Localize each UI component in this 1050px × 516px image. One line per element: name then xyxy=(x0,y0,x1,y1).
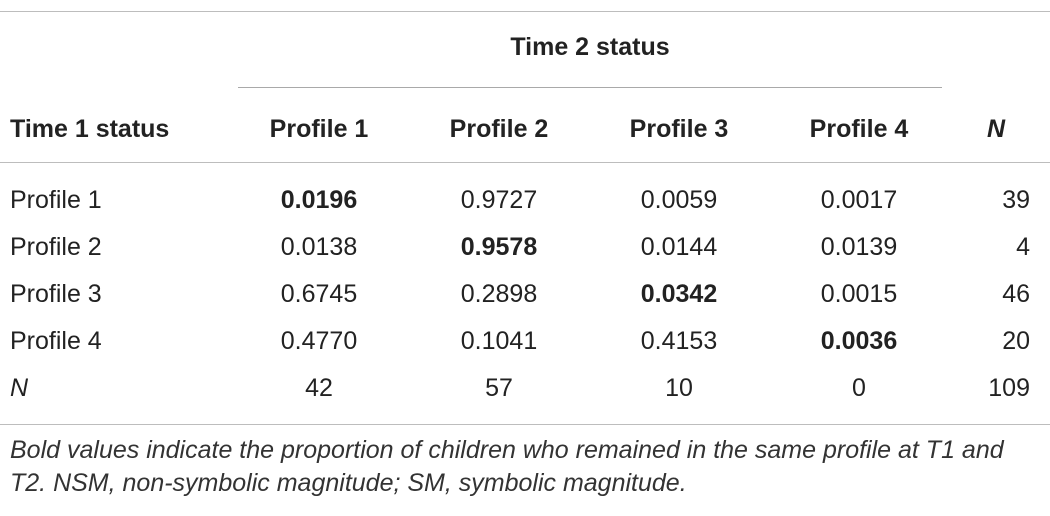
table-cell: 4 xyxy=(1016,233,1030,261)
group-header-rule xyxy=(238,87,942,88)
table-cell: 0.0059 xyxy=(640,186,718,214)
row-label-profile-1: Profile 1 xyxy=(10,186,102,214)
table-cell: 39 xyxy=(1002,186,1030,214)
row-header-label: Time 1 status xyxy=(10,115,170,143)
table-cell: 0.0138 xyxy=(280,233,358,261)
row-label-n: N xyxy=(10,374,29,402)
table-cell: 0.9578 xyxy=(460,233,538,261)
column-header-n: N xyxy=(986,115,1006,143)
row-label-profile-2: Profile 2 xyxy=(10,233,102,261)
time2-group-header: Time 2 status xyxy=(510,33,670,61)
table-cell: 0.6745 xyxy=(280,280,358,308)
table-cell: 109 xyxy=(988,374,1030,402)
table-cell: 0 xyxy=(852,374,866,402)
table-cell: 0.0017 xyxy=(820,186,898,214)
table-cell: 0.4153 xyxy=(640,327,718,355)
table-cell: 57 xyxy=(485,374,513,402)
table-cell: 0.4770 xyxy=(280,327,358,355)
row-label-profile-3: Profile 3 xyxy=(10,280,102,308)
table-cell: 46 xyxy=(1002,280,1030,308)
table-cell: 0.0144 xyxy=(640,233,718,261)
table-cell: 0.0342 xyxy=(640,280,718,308)
table-cell: 10 xyxy=(665,374,693,402)
column-header-profile-2: Profile 2 xyxy=(449,115,549,143)
column-header-profile-3: Profile 3 xyxy=(629,115,729,143)
table-bottom-rule xyxy=(0,424,1050,425)
header-bottom-rule xyxy=(0,162,1050,163)
table-cell: 0.0196 xyxy=(280,186,358,214)
table-cell: 42 xyxy=(305,374,333,402)
table-cell: 0.2898 xyxy=(460,280,538,308)
table-cell: 0.1041 xyxy=(460,327,538,355)
table-top-rule xyxy=(0,11,1050,12)
table-cell: 0.0015 xyxy=(820,280,898,308)
column-header-profile-1: Profile 1 xyxy=(269,115,369,143)
table-cell: 0.0036 xyxy=(820,327,898,355)
table-cell: 0.9727 xyxy=(460,186,538,214)
column-header-profile-4: Profile 4 xyxy=(809,115,909,143)
table-footnote: Bold values indicate the proportion of c… xyxy=(10,436,1004,497)
table-cell: 20 xyxy=(1002,327,1030,355)
row-label-profile-4: Profile 4 xyxy=(10,327,102,355)
table-cell: 0.0139 xyxy=(820,233,898,261)
